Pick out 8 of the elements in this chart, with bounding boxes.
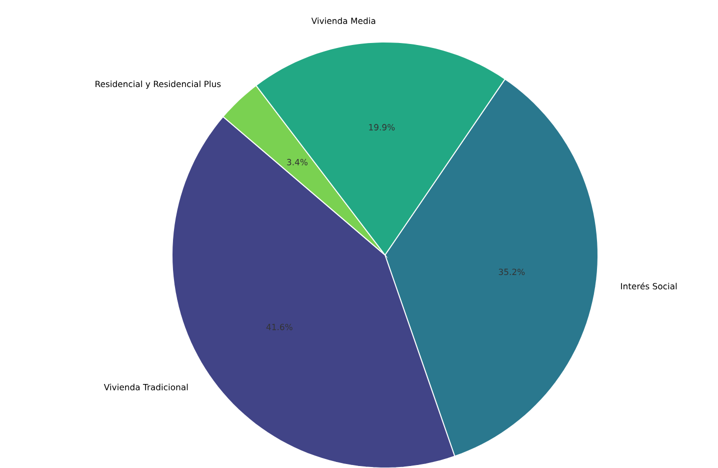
data-label: 3.4% bbox=[287, 158, 308, 166]
data-label: 41.6% bbox=[266, 324, 292, 330]
slice-label: Vivienda Tradicional bbox=[104, 384, 188, 390]
slice-label: Vivienda Media bbox=[311, 17, 376, 24]
data-label: 19.9% bbox=[369, 124, 395, 130]
data-label: 35.2% bbox=[498, 268, 525, 276]
slice-label: Interés Social bbox=[621, 282, 677, 290]
slice-label: Residencial y Residencial Plus bbox=[96, 80, 221, 89]
